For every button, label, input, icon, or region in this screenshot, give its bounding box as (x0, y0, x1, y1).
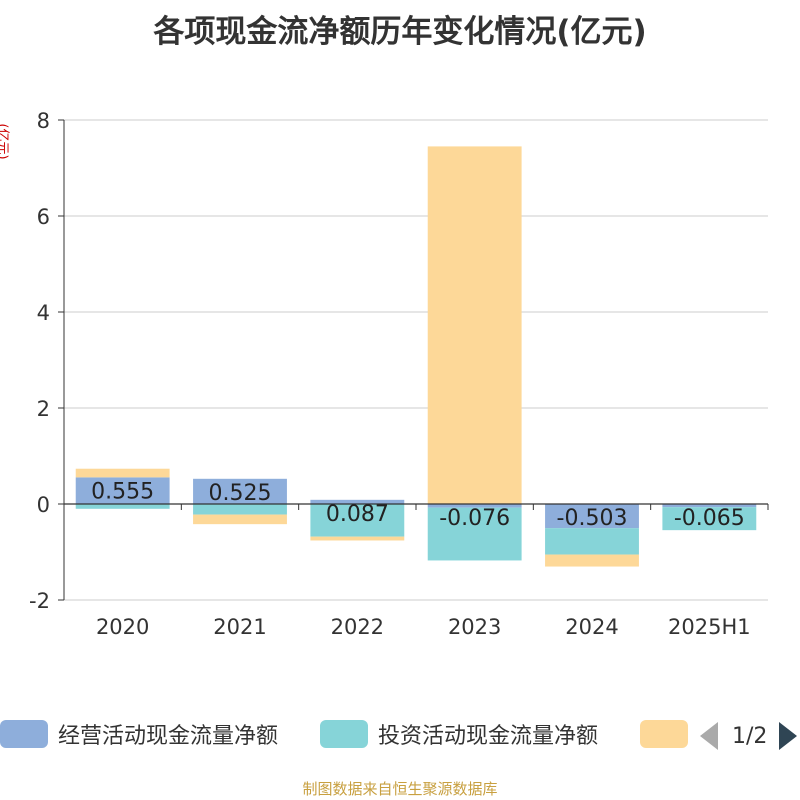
legend-label-investing: 投资活动现金流量净额 (378, 724, 599, 749)
legend-label-operating: 经营活动现金流量净额 (58, 724, 279, 749)
bar-2022-series-1 (310, 504, 405, 537)
bar-2021-series-1 (193, 504, 287, 515)
bar-2021-series-0 (193, 478, 287, 504)
x-tick-label-2020: 2020 (96, 615, 149, 639)
legend: 经营活动现金流量净额 投资活动现金流量净额 1/2 (0, 716, 800, 756)
y-tick-label: 8 (37, 109, 50, 133)
bar-2023-series-1 (427, 507, 522, 561)
legend-pager: 1/2 (700, 718, 798, 754)
data-label-2023: -0.076 (439, 506, 510, 531)
legend-next-page-icon[interactable] (779, 722, 798, 750)
x-tick-label-2021: 2021 (213, 615, 266, 639)
bar-2020-series-2 (75, 468, 170, 478)
legend-swatch-investing (320, 720, 368, 748)
x-tick-label-2023: 2023 (448, 615, 501, 639)
legend-swatch-financing (640, 720, 688, 748)
bar-2025H1-series-1 (662, 507, 757, 531)
y-tick-label: 6 (37, 205, 50, 229)
legend-prev-page-icon[interactable] (700, 722, 718, 750)
bar-2020-series-0 (75, 477, 170, 504)
bar-2023-series-2 (427, 146, 522, 504)
y-tick-label: 0 (37, 493, 50, 517)
y-tick-label: 4 (37, 301, 50, 325)
legend-page-indicator: 1/2 (732, 723, 768, 749)
chart-title: 各项现金流净额历年变化情况(亿元) (153, 14, 647, 50)
data-label-2025H1: -0.065 (674, 506, 745, 531)
x-tick-label-2025H1: 2025H1 (668, 615, 751, 639)
legend-swatch-operating (0, 720, 48, 748)
bar-2022-series-0 (310, 499, 405, 504)
stacked-bar-chart: -2 0 2 4 6 8 2020 2021 2022 2023 2024 2025H1 0.555 0.… (29, 109, 769, 639)
bar-2022-series-2 (310, 536, 405, 541)
x-tick-label-2022: 2022 (331, 615, 384, 639)
data-label-2022: 0.087 (326, 502, 389, 527)
x-tick-label-2024: 2024 (565, 615, 618, 639)
data-source-footer: 制图数据来自恒生聚源数据库 (302, 780, 498, 798)
legend-item-financing[interactable] (640, 716, 688, 752)
legend-item-operating[interactable]: 经营活动现金流量净额 (0, 716, 278, 752)
bar-2024-series-2 (545, 554, 639, 567)
bar-2025H1-series-0 (662, 504, 757, 508)
y-tick-label: 2 (37, 397, 50, 421)
y-tick-label: -2 (29, 589, 50, 613)
bar-2021-series-2 (193, 514, 287, 525)
bar-2024-series-0 (545, 504, 639, 529)
data-label-2020: 0.555 (91, 480, 154, 505)
bar-2024-series-1 (545, 528, 639, 555)
bar-2020-series-1 (75, 504, 170, 509)
bar-2023-series-0 (427, 504, 522, 508)
legend-item-investing[interactable]: 投资活动现金流量净额 (320, 716, 598, 752)
data-label-2024: -0.503 (557, 506, 628, 531)
data-label-2021: 0.525 (209, 481, 272, 506)
